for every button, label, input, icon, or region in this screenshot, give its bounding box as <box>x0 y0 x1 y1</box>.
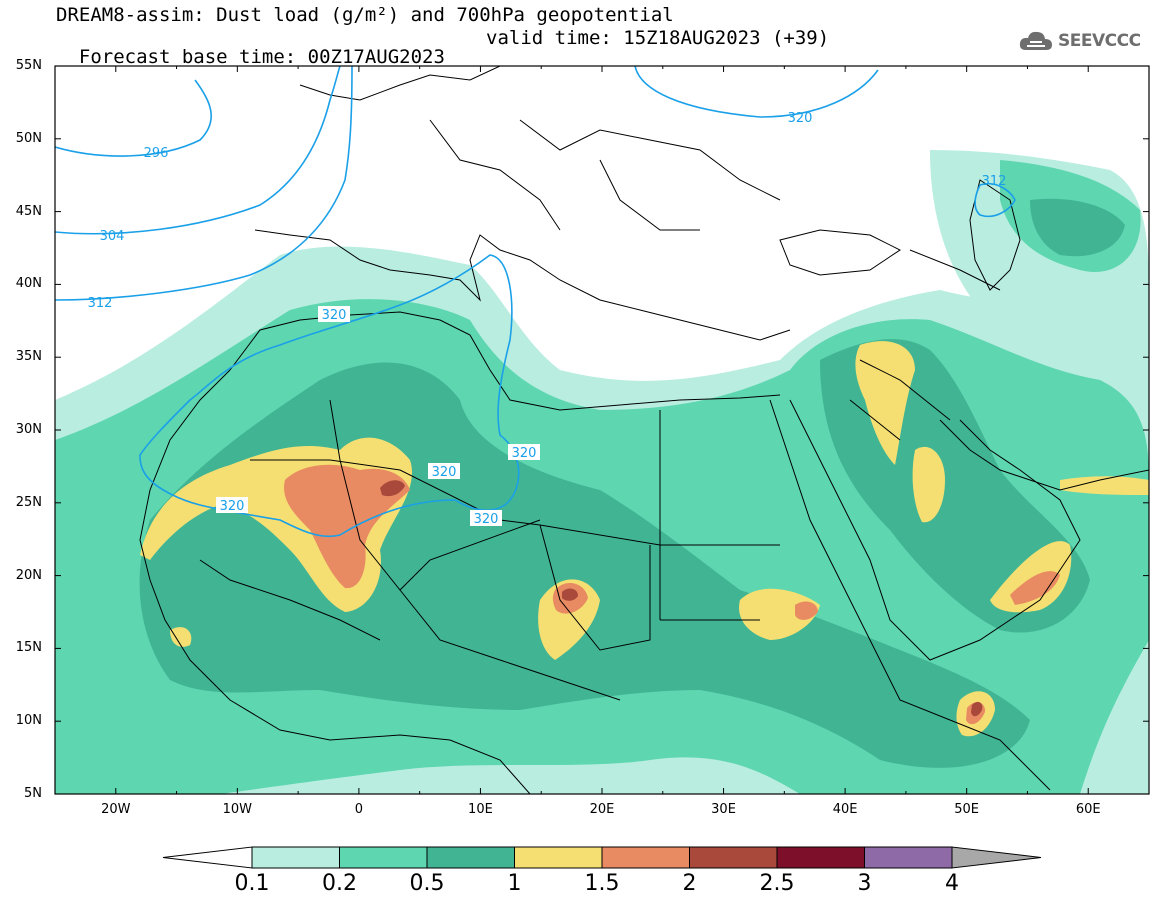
contour-label-320-e: 320 <box>474 512 499 527</box>
geopotential-contours <box>55 66 1016 538</box>
lat-label-10n: 10N <box>15 713 42 729</box>
cloud-icon <box>1019 31 1052 50</box>
logo-text: SEEVCCC <box>1058 31 1141 51</box>
colorbar-over-triangle <box>951 846 1042 869</box>
lat-label-30n: 30N <box>15 422 42 437</box>
axis-ticks <box>54 65 1150 795</box>
lat-label-50n: 50N <box>15 130 42 146</box>
colorbar-segment-2 <box>689 846 778 869</box>
lon-label-60e: 60E <box>1075 802 1101 817</box>
colorbar-under-triangle <box>162 846 253 869</box>
lon-label-0: 0 <box>354 802 364 817</box>
lat-label-55n: 55N <box>15 58 42 73</box>
lon-label-10w: 10W <box>222 802 253 817</box>
colorbar-label-2.5: 2.5 <box>759 871 795 896</box>
map-subtitle: Forecast base time: 00Z17AUG2023 valid t… <box>56 29 829 86</box>
colorbar-segment-3 <box>864 846 953 869</box>
colorbar-segment-1 <box>514 846 603 869</box>
contour-label-320-b: 320 <box>220 499 245 514</box>
lat-label-5n: 5N <box>24 786 42 801</box>
contour-label-320-f: 320 <box>788 111 813 126</box>
colorbar-label-0.1: 0.1 <box>234 871 270 896</box>
colorbar-segment-0.1 <box>251 846 340 869</box>
lon-label-40e: 40E <box>832 802 858 817</box>
map-area: 296 304 312 320 320 320 320 320 320 312 <box>55 66 1149 794</box>
dust-shading-1.5 <box>284 464 1060 725</box>
lon-label-50e: 50E <box>954 802 980 817</box>
colorbar-label-0.2: 0.2 <box>322 871 357 896</box>
contour-label-320-a: 320 <box>322 308 347 323</box>
lon-label-30e: 30E <box>711 802 736 817</box>
colorbar-segment-1.5 <box>601 846 690 869</box>
lon-label-20w: 20W <box>101 802 131 817</box>
colorbar <box>162 846 1042 869</box>
lat-label-45n: 45N <box>15 203 42 219</box>
colorbar-label-2: 2 <box>682 871 697 896</box>
lon-label-20e: 20E <box>589 802 615 817</box>
colorbar-segment-2.5 <box>776 846 865 869</box>
contour-labels: 296 304 312 320 320 320 320 320 320 312 <box>88 111 1007 527</box>
colorbar-label-1: 1 <box>507 871 522 896</box>
lat-label-25n: 25N <box>15 494 42 510</box>
colorbar-label-1.5: 1.5 <box>584 871 620 896</box>
seevccc-logo: SEEVCCC <box>1018 26 1141 56</box>
contour-label-296: 296 <box>144 146 169 161</box>
colorbar-segment-0.2 <box>339 846 428 869</box>
contour-label-312: 312 <box>88 296 113 311</box>
dust-shading-2 <box>380 480 983 717</box>
forecast-base-time: Forecast base time: 00Z17AUG2023 <box>78 46 445 68</box>
colorbar-label-3: 3 <box>857 871 872 896</box>
contour-label-320-d: 320 <box>512 446 537 461</box>
contour-label-312-b: 312 <box>982 174 1007 189</box>
contour-label-304: 304 <box>100 229 125 244</box>
coastlines <box>139 66 1149 794</box>
lat-label-40n: 40N <box>15 276 42 292</box>
lat-label-20n: 20N <box>15 567 42 583</box>
colorbar-label-0.5: 0.5 <box>409 871 445 896</box>
map-title: DREAM8-assim: Dust load (g/m²) and 700hP… <box>56 4 674 26</box>
lat-label-15n: 15N <box>15 640 42 656</box>
lat-label-35n: 35N <box>15 349 42 365</box>
valid-time: valid time: 15Z18AUG2023 (+39) <box>486 27 830 49</box>
lon-label-10e: 10E <box>468 802 493 817</box>
colorbar-segment-0.5 <box>426 846 515 869</box>
colorbar-label-4: 4 <box>945 871 959 896</box>
contour-label-320-c: 320 <box>432 465 457 480</box>
